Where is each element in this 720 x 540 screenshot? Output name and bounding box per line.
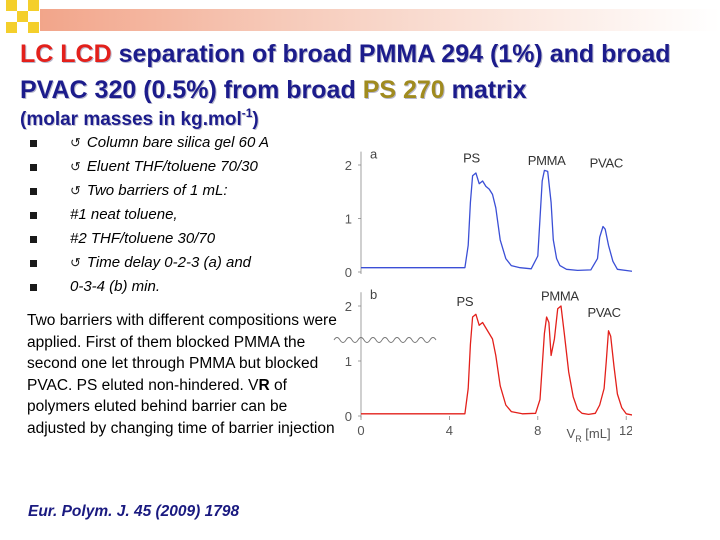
y-tick-label: 0 [345,265,352,280]
barrier-squiggle-1 [333,337,383,343]
title-ps-270: PS 270 [362,76,445,104]
title-lc-lcd: LC LCD [20,40,112,68]
bullet-text: Column bare silica gel 60 A [86,134,269,151]
panel-label: a [370,146,378,161]
paragraph-text: Two barriers with different compositions… [27,312,337,394]
peak-label: PVAC [590,156,623,171]
peak-label: PS [463,150,480,165]
bullet-text: Time delay 0-2-3 (a) and [86,254,252,271]
y-tick-label: 2 [345,158,352,173]
x-tick-label: 4 [446,423,453,438]
x-tick-label: 12 [619,423,632,438]
bullet-square-icon [30,188,37,195]
chromatogram-trace [361,305,632,416]
bullet-square-icon [30,236,37,243]
subtitle-suffix: ) [252,109,259,130]
bullet-square-icon [30,284,37,291]
bullet-square-icon [30,212,37,219]
x-tick-label: 8 [534,423,541,438]
bullet-text: Eluent THF/toluene 70/30 [86,158,258,175]
x-axis-label-unit: [mL] [582,426,611,441]
paragraph-subscript-r: R [258,376,270,394]
bullet-square-icon [30,260,37,267]
bullet-text: #2 THF/toluene 30/70 [70,230,216,247]
peak-label: PVAC [587,305,620,320]
subtitle-superscript: -1 [241,106,253,120]
x-axis-label-main: V [567,426,576,441]
decorative-squares [6,0,39,33]
bullet-text: Two barriers of 1 mL: [86,182,228,199]
slide-title: LC LCD separation of broad PMMA 294 (1%)… [20,36,710,108]
peak-label: PMMA [541,289,579,304]
arrow-icon: ↺ [70,183,81,198]
citation: Eur. Polym. J. 45 (2009) 1798 [28,503,240,520]
subtitle-prefix: (molar masses in kg.mol [20,109,242,130]
bullet-text: #1 neat toluene, [70,206,178,223]
bullet-text: 0-3-4 (b) min. [70,278,161,295]
y-tick-label: 1 [345,354,352,369]
arrow-icon: ↺ [70,255,81,270]
panel-label: b [370,287,377,302]
slide-subtitle: (molar masses in kg.mol-1) [20,106,259,131]
paragraph-text-end: of polymers eluted behind barrier can be… [27,376,335,437]
bullet-square-icon [30,140,37,147]
arrow-icon: ↺ [70,159,81,174]
title-middle: separation of broad PMMA 294 (1%) and br… [20,40,671,104]
peak-label: PMMA [528,153,566,168]
explanation-paragraph: Two barriers with different compositions… [27,310,347,440]
y-tick-label: 2 [345,299,352,314]
x-axis-label-sub: R [575,434,582,444]
chromatogram-trace [361,169,632,272]
header-gradient-bar [40,9,720,31]
barrier-squiggle-2 [381,337,437,343]
y-tick-label: 0 [345,409,352,424]
peak-label: PS [456,294,473,309]
y-tick-label: 1 [345,212,352,227]
x-axis-label: VR [mL] [567,426,611,444]
x-tick-label: 0 [357,423,364,438]
bullet-square-icon [30,164,37,171]
arrow-icon: ↺ [70,135,81,150]
title-end: matrix [444,76,527,104]
